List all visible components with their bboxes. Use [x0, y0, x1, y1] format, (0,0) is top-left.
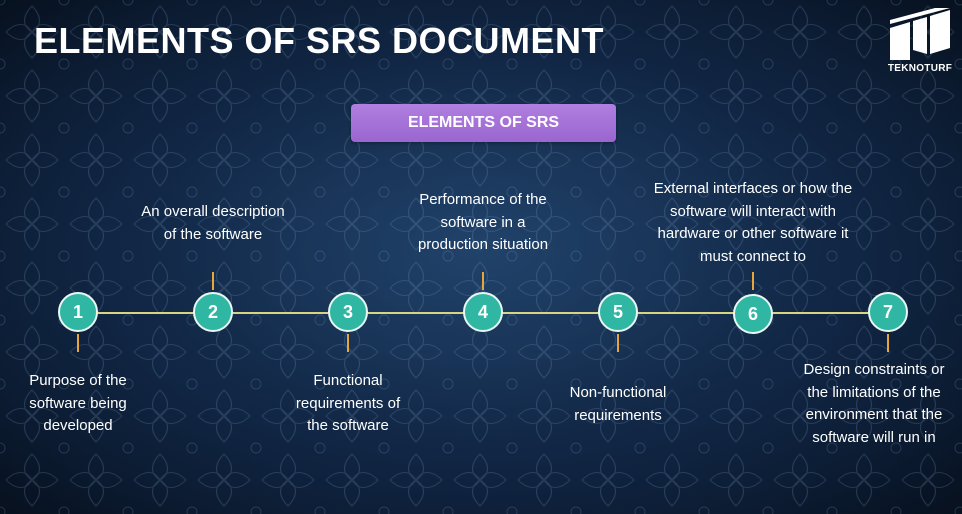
page-title: ELEMENTS OF SRS DOCUMENT [34, 20, 605, 61]
step-label-line: of the software [163, 225, 263, 243]
step-label-line: production situation [417, 236, 549, 253]
step-label-line: Purpose of the [29, 372, 127, 389]
connector-stem-5 [617, 334, 619, 352]
step-label-line: requirements of [295, 394, 401, 412]
step-node-1: 1 [58, 292, 98, 332]
teknoturf-logo-icon [890, 8, 950, 60]
logo-text: TEKNOTURF [887, 63, 953, 74]
step-label-6: External interfaces or how the software … [623, 178, 883, 268]
step-node-7: 7 [868, 292, 908, 332]
connector-stem-3 [347, 334, 349, 352]
step-label-line: the limitations of the [807, 383, 941, 401]
connector-stem-1 [77, 334, 79, 352]
connector-stem-2 [212, 272, 214, 290]
step-label-line: An overall description [141, 203, 285, 220]
step-label-line: software being [29, 394, 127, 412]
step-label-line: software will run in [812, 428, 936, 446]
teknoturf-logo: TEKNOTURF [884, 8, 956, 78]
step-node-2: 2 [193, 292, 233, 332]
step-label-line: External interfaces or how the [653, 180, 853, 197]
step-label-1: Purpose of the software being developed [8, 370, 148, 438]
step-label-line: developed [43, 417, 113, 434]
step-label-7: Design constraints or the limitations of… [786, 359, 962, 449]
step-label-line: Non-functional [569, 384, 667, 401]
step-label-3: Functional requirements of the software [273, 370, 423, 438]
connector-stem-4 [482, 272, 484, 290]
step-label-line: Design constraints or [803, 361, 945, 378]
step-label-line: Performance of the [419, 191, 547, 208]
step-label-line: hardware or other software it [657, 225, 849, 242]
step-node-5: 5 [598, 292, 638, 332]
step-label-line: software will interact with [670, 202, 836, 220]
section-heading-pill: ELEMENTS OF SRS [351, 104, 616, 142]
step-node-3: 3 [328, 292, 368, 332]
connector-stem-6 [752, 272, 754, 290]
step-label-line: environment that the [805, 406, 943, 423]
step-label-4: Performance of the software in a product… [393, 189, 573, 257]
step-label-line: software in a [440, 213, 526, 231]
step-label-line: must connect to [700, 247, 806, 265]
step-label-line: Functional [313, 372, 383, 389]
step-label-line: the software [307, 417, 389, 434]
step-label-2: An overall description of the software [118, 201, 308, 246]
connector-stem-7 [887, 334, 889, 352]
step-node-6: 6 [733, 294, 773, 334]
step-node-4: 4 [463, 292, 503, 332]
step-label-line: requirements [574, 406, 662, 424]
step-label-5: Non-functional requirements [543, 382, 693, 427]
